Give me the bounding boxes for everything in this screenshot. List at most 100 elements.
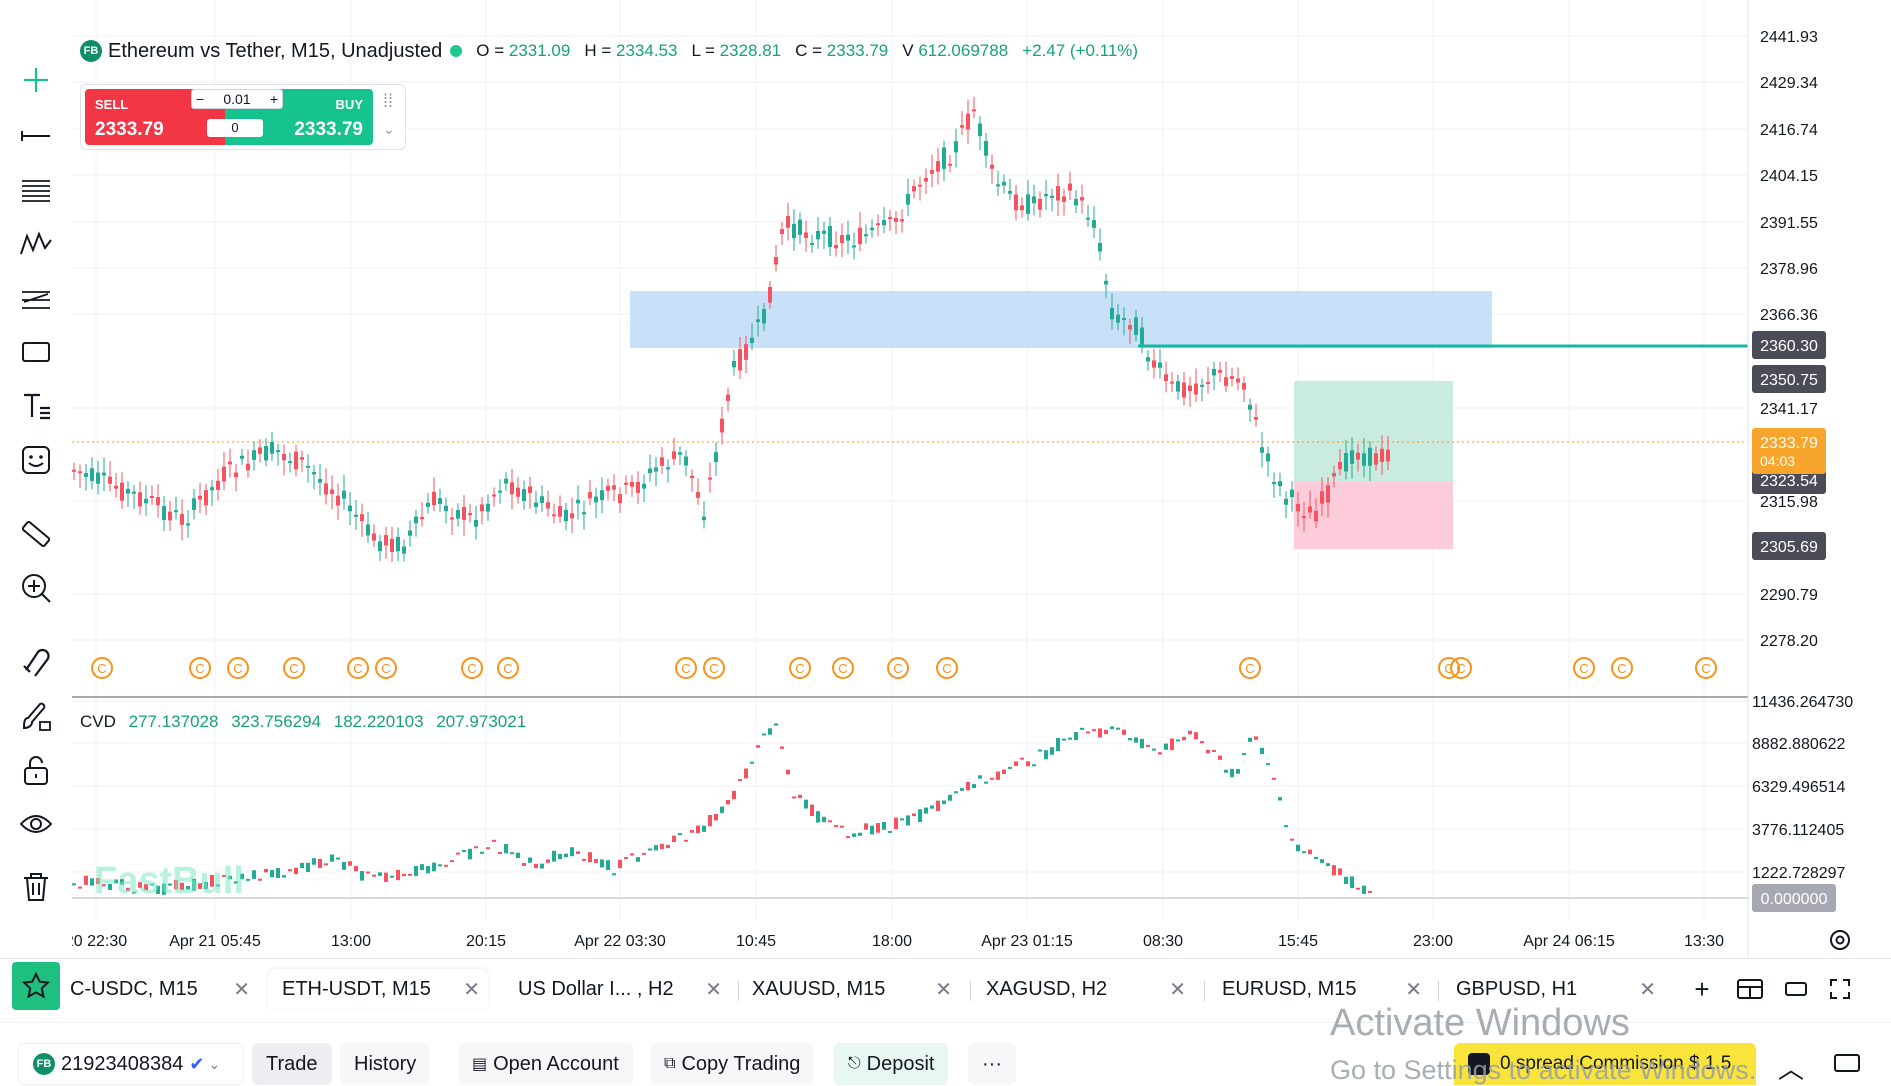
cvd-candle-body (1170, 738, 1174, 751)
drag-handle-icon[interactable]: ⁞⁞ (383, 91, 394, 111)
fib-icon[interactable] (14, 168, 58, 212)
crosshair-icon[interactable] (14, 58, 58, 102)
brush-lock-icon[interactable] (14, 694, 58, 738)
event-marker-glyph: C (942, 661, 951, 676)
candle-body (468, 513, 472, 516)
cvd-candle-body (1308, 849, 1312, 855)
cvd-candle-body (240, 873, 244, 880)
emoji-icon[interactable] (14, 438, 58, 482)
cvd-candle-body (954, 791, 958, 794)
cvd-candle-body (876, 823, 880, 833)
tab-us-dollar-index[interactable]: US Dollar I... , H2 ✕ (518, 977, 722, 1001)
quantity-field[interactable]: 0 (207, 119, 263, 137)
tab-usdc[interactable]: C-USDC, M15 ✕ (70, 977, 250, 1001)
more-button[interactable]: ··· (968, 1043, 1016, 1085)
cvd-legend: CVD 277.137028 323.756294 182.220103 207… (80, 712, 526, 732)
close-icon[interactable]: ✕ (935, 978, 952, 1001)
close-icon[interactable]: ✕ (463, 978, 480, 1001)
cvd-candle-body (576, 851, 580, 854)
lot-size-stepper[interactable]: − 0.01 + (191, 89, 283, 109)
close-icon[interactable]: ✕ (1169, 978, 1186, 1001)
ruler-icon[interactable] (14, 512, 58, 556)
cvd-candle-body (228, 875, 232, 880)
cvd-candle-body (1188, 730, 1192, 735)
cvd-candle-body (444, 864, 448, 867)
text-icon[interactable] (14, 384, 58, 428)
cvd-candle-body (1212, 749, 1216, 752)
candle-body (762, 309, 766, 324)
cvd-candle-body (1062, 738, 1066, 741)
trade-button[interactable]: Trade (252, 1043, 332, 1085)
candle-body (972, 109, 976, 112)
candle-body (966, 113, 970, 130)
cvd-candle-body (672, 835, 676, 843)
line-tool-icon[interactable] (14, 114, 58, 158)
tab-eth-usdt[interactable]: ETH-USDT, M15 ✕ (268, 969, 488, 1009)
candle-body (852, 245, 856, 248)
copy-trading-button[interactable]: ⧉ Copy Trading (650, 1043, 815, 1085)
symbol-title[interactable]: Ethereum vs Tether, M15, Unadjusted (108, 39, 443, 62)
candle-body (450, 517, 454, 520)
candle-body (894, 217, 898, 222)
lot-decrease-button[interactable]: − (196, 91, 205, 107)
candle-body (702, 516, 706, 521)
cvd-candle-body (1236, 769, 1240, 774)
price-tick-label: 2278.20 (1760, 633, 1818, 650)
close-icon[interactable]: ✕ (1405, 978, 1422, 1001)
window-icon[interactable] (1780, 973, 1812, 1005)
candle-body (1080, 197, 1084, 201)
cvd-candle-body (168, 883, 172, 886)
add-tab-icon[interactable]: + (1694, 973, 1710, 1004)
event-marker-icon (703, 657, 725, 679)
chevron-up-icon[interactable]: ︿ (1778, 1054, 1805, 1084)
magnet-icon[interactable] (14, 640, 58, 684)
layout-icon[interactable] (1734, 973, 1766, 1005)
lot-size-value[interactable]: 0.01 (223, 91, 251, 107)
cvd-candle-body (972, 784, 976, 788)
chevron-down-icon[interactable]: ⌄ (383, 121, 395, 137)
cvd-candle-body (564, 853, 568, 858)
deposit-button[interactable]: ⎋ Deposit (834, 1043, 949, 1085)
price-tick-label: 2429.34 (1760, 75, 1818, 92)
candle-body (738, 349, 742, 371)
tab-xagusd[interactable]: XAGUSD, H2 ✕ (986, 977, 1186, 1001)
account-selector[interactable]: FB 21923408384 ✔ ⌄ (18, 1043, 244, 1085)
pattern-icon[interactable] (14, 222, 58, 266)
panel-toggle-icon[interactable] (1834, 1053, 1860, 1078)
open-account-button[interactable]: ▤ Open Account (458, 1043, 633, 1085)
unlock-icon[interactable] (14, 748, 58, 792)
zoom-in-icon[interactable] (14, 566, 58, 610)
favorites-star-icon[interactable] (12, 962, 60, 1010)
cvd-candle-body (1152, 748, 1156, 751)
time-tick-label: 23:00 (1413, 933, 1453, 950)
eye-icon[interactable] (14, 802, 58, 846)
candle-body (864, 234, 868, 237)
cvd-candle-body (432, 862, 436, 872)
tab-gbpusd[interactable]: GBPUSD, H1 ✕ (1456, 977, 1656, 1001)
promo-banner[interactable]: 0 spread Commission $ 1.5 (1454, 1043, 1756, 1085)
close-icon[interactable]: ✕ (705, 978, 722, 1001)
tab-eurusd[interactable]: EURUSD, M15 ✕ (1222, 977, 1422, 1001)
cvd-candle-body (378, 872, 382, 876)
channel-icon[interactable] (14, 276, 58, 320)
cvd-candle-body (864, 823, 868, 830)
candle-body (1242, 383, 1246, 390)
cvd-candle-body (1248, 737, 1252, 742)
history-button[interactable]: History (340, 1043, 431, 1085)
lot-increase-button[interactable]: + (269, 91, 278, 107)
close-icon[interactable]: ✕ (233, 978, 250, 1001)
candle-body (882, 220, 886, 226)
price-tick-label: 2341.17 (1760, 401, 1818, 418)
close-icon[interactable]: ✕ (1639, 978, 1656, 1001)
candle-body (1032, 196, 1036, 204)
rectangle-icon[interactable] (14, 330, 58, 374)
candle-body (318, 478, 322, 483)
event-marker-icon (283, 657, 305, 679)
candle-body (126, 488, 130, 494)
tab-xauusd[interactable]: XAUUSD, M15 ✕ (752, 977, 952, 1001)
cvd-candle-body (630, 853, 634, 856)
price-tick-label: 2366.36 (1760, 307, 1818, 324)
fullscreen-icon[interactable] (1824, 973, 1856, 1005)
trash-icon[interactable] (14, 864, 58, 908)
